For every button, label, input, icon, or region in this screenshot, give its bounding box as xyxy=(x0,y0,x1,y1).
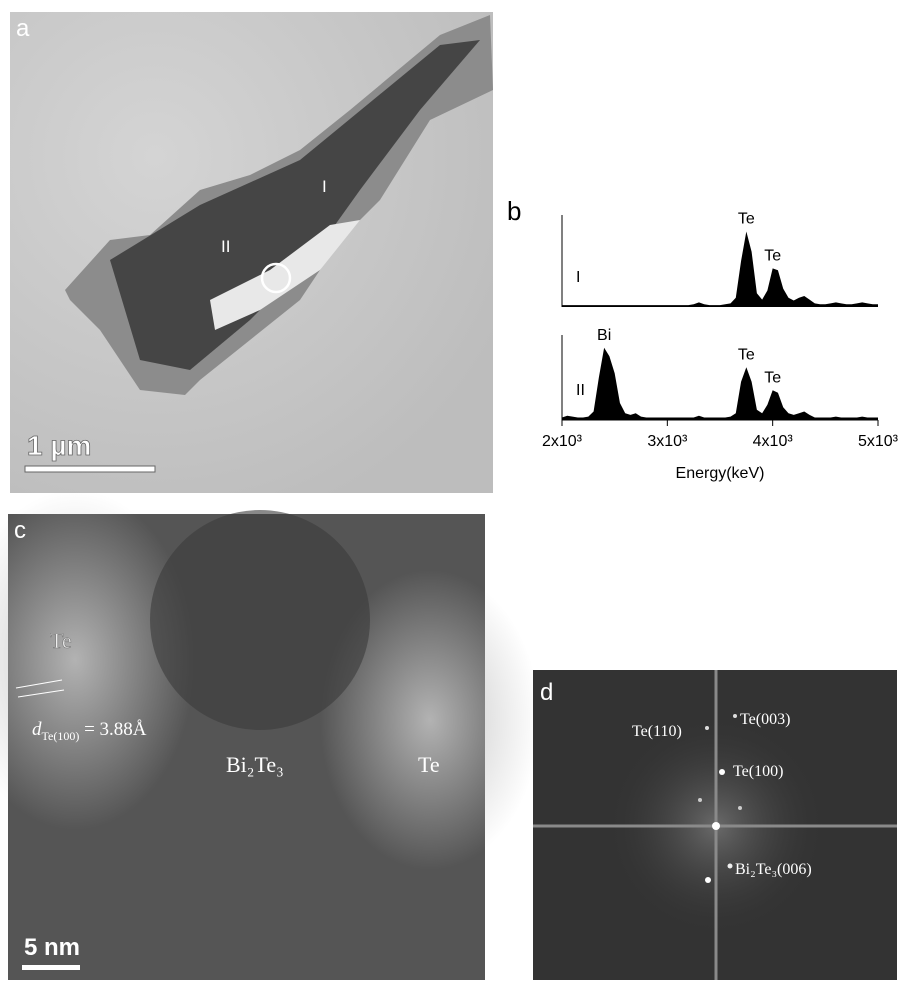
spot xyxy=(728,864,733,869)
x-tick-label: 3x10³ xyxy=(647,433,688,450)
scale-bar-label: 5 nm xyxy=(24,934,80,961)
peak-label: Te xyxy=(764,247,781,264)
series-label: II xyxy=(576,382,585,399)
scale-bar xyxy=(25,466,155,472)
peak-label: Te xyxy=(738,346,755,363)
d-subscript: Te(100) xyxy=(42,729,80,743)
x-tick-label: 2x10³ xyxy=(542,433,583,450)
central-spot xyxy=(712,822,720,830)
panel-letter: a xyxy=(16,15,30,42)
scale-bar-label: 1 µm xyxy=(27,430,91,461)
spectrum-area xyxy=(562,232,878,307)
panel-letter: c xyxy=(14,517,26,544)
d-symbol: d xyxy=(32,719,42,740)
peak-label: Te xyxy=(764,369,781,386)
region-label: I xyxy=(322,177,327,196)
x-axis-label: Energy(keV) xyxy=(676,465,765,482)
spot xyxy=(719,769,725,775)
spot-label: Bi₂Te₃(006) xyxy=(735,861,812,878)
phase-label: Te xyxy=(418,752,440,777)
spot-label: Te(110) xyxy=(632,723,682,740)
panel-a: a I II 1 µm xyxy=(10,12,493,493)
scale-bar xyxy=(22,965,80,970)
x-tick-label: 4x10³ xyxy=(753,433,794,450)
figure: a I II 1 µm b Energy(keV) I Te Te II Bi Te Te 2… xyxy=(0,0,904,982)
spot-label: Te(100) xyxy=(733,763,783,780)
spot xyxy=(738,806,742,810)
region-label: II xyxy=(221,237,230,256)
spot xyxy=(705,726,709,730)
phase-label: Bi₂Te₃ xyxy=(226,752,284,777)
panel-b: b Energy(keV) I Te Te II Bi Te Te 2x10³ 3x10³ 4x1… xyxy=(507,196,899,482)
spot xyxy=(698,798,702,802)
panel-d: d Te(110) Te(003) Te(100) Bi₂Te₃(006) xyxy=(533,670,897,980)
series-label: I xyxy=(576,269,580,286)
spectrum-area xyxy=(562,348,878,420)
peak-label: Te xyxy=(738,211,755,228)
dark-region xyxy=(150,510,370,730)
spot xyxy=(705,877,711,883)
panel-letter: d xyxy=(540,679,553,706)
phase-label: Te xyxy=(50,628,72,653)
x-tick-label: 5x10³ xyxy=(858,433,899,450)
spot xyxy=(733,714,737,718)
panel-letter: b xyxy=(507,196,521,226)
peak-label: Bi xyxy=(597,327,611,344)
spot-label: Te(003) xyxy=(740,711,790,728)
panel-c: c Te Bi₂Te₃ Te dTe(100) = 3.88Å 5 nm xyxy=(0,490,540,980)
d-value: = 3.88Å xyxy=(79,719,146,740)
